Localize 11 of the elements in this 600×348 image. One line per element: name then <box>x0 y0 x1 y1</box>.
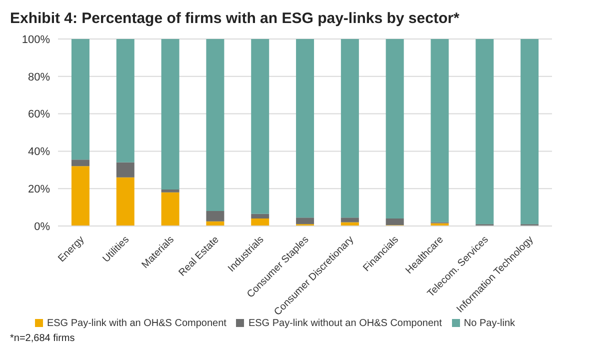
y-tick-label: 60% <box>28 108 50 121</box>
legend-label: ESG Pay-link with an OH&S Component <box>46 318 226 329</box>
y-tick-label: 20% <box>28 184 50 196</box>
y-tick-label: 40% <box>28 146 50 158</box>
y-tick-label: 80% <box>28 71 50 84</box>
y-tick-label: 100% <box>22 34 50 46</box>
chart-title: Exhibit 4: Percentage of firms with an ESG pay-links by sector* <box>9 9 460 29</box>
text: *n=2,684 firms <box>9 333 76 344</box>
y-tick-label: 0% <box>34 220 50 233</box>
legend-label: No Pay-link <box>464 318 516 329</box>
legend-label: ESG Pay-link without an OH&S Component <box>248 318 442 329</box>
